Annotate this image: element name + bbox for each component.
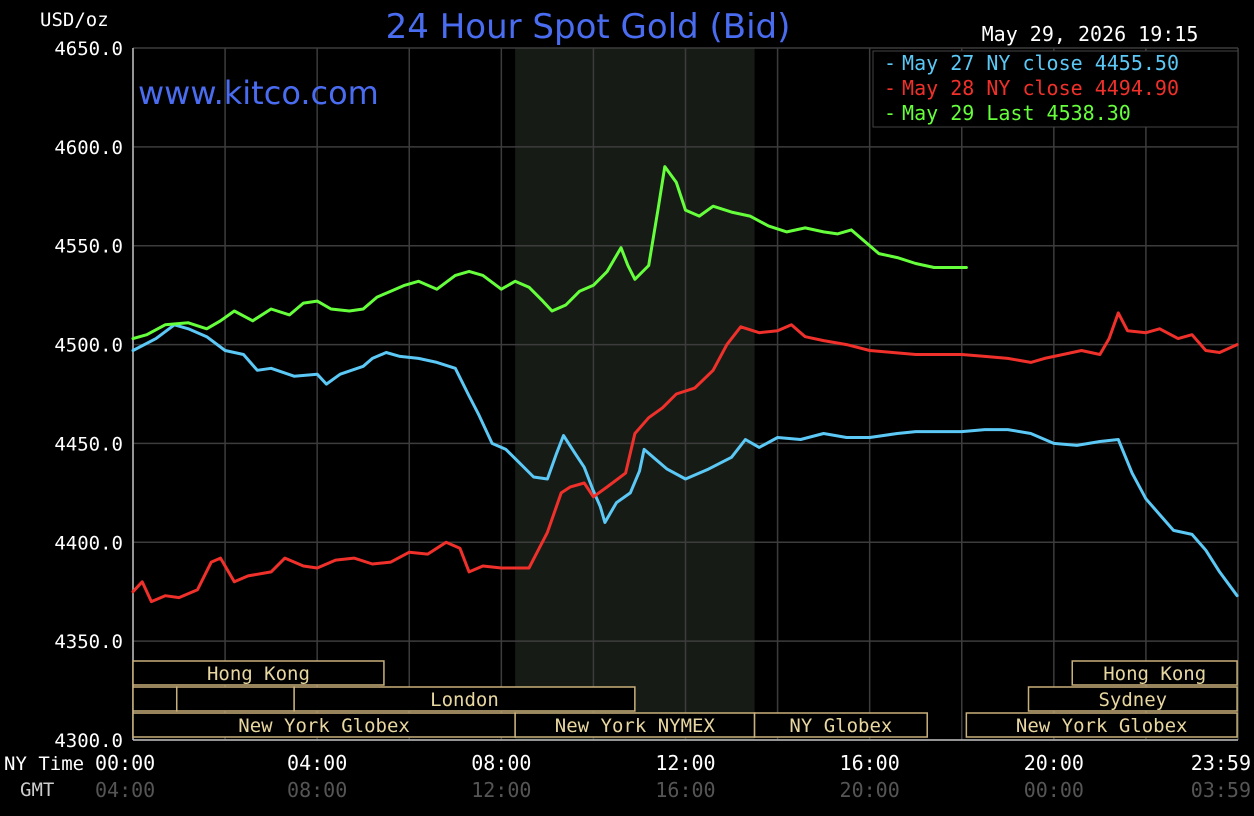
session-bar [132,660,385,686]
session-bar-label: New York NYMEX [555,715,716,737]
x-tick-label-gmt: 20:00 [840,778,900,802]
session-bar [965,712,1238,738]
session-bar-label: NY Globex [789,715,892,737]
session-bar [175,686,295,712]
session-bar [293,686,636,712]
series-line-may-28 [131,311,1239,604]
x-tick-label-gmt: 16:00 [655,778,715,802]
timestamp: May 29, 2026 19:15 [982,22,1199,46]
legend-entry-may27: - May 27 NY close 4455.50 [884,51,1179,75]
kitco-watermark: www.kitco.com [138,74,379,112]
session-bar [132,686,178,712]
y-tick-label: 4650.0 [54,38,123,60]
x-tick-label-ny: 08:00 [471,751,531,775]
nymex-shaded-region [515,48,755,740]
session-bar-label: London [430,689,499,711]
session-bar-label: Hong Kong [1103,663,1206,685]
price-series [131,165,1239,604]
session-bar-label: Sydney [1098,689,1167,711]
series-line-may-27 [131,323,1239,598]
y-tick-label: 4600.0 [54,137,123,159]
y-tick-label: 4450.0 [54,433,123,455]
x-tick-label-ny: 04:00 [287,751,347,775]
y-axis-unit-label: USD/oz [40,9,109,31]
x-tick-label-gmt: 04:00 [95,778,155,802]
y-tick-label: 4500.0 [54,335,123,357]
session-bar [132,712,516,738]
y-tick-label: 4550.0 [54,236,123,258]
session-bar [1027,686,1238,712]
session-bar-label: New York Globex [238,715,410,737]
legend-box [872,50,1239,128]
y-tick-label: 4400.0 [54,532,123,554]
y-axis-ticks: 4650.0 4600.0 4550.0 4500.0 4450.0 4400.0 4350… [54,38,123,752]
x-tick-label-ny: 20:00 [1024,751,1084,775]
x-tick-label-ny: 00:00 [95,751,155,775]
x-axis-ticks: 00:00 04:00 04:00 08:00 08:00 12:00 12:00 16:00… [95,751,1251,802]
legend-entry-may28: - May 28 NY close 4494.90 [884,76,1179,100]
trading-session-bars: Hong Kong Hong Kong London Sydney New York G… [132,660,1238,738]
session-bar-label: Hong Kong [207,663,310,685]
series-line-may-29 [131,165,968,341]
ny-time-row-label: NY Time [4,753,84,775]
x-tick-label-gmt: 12:00 [471,778,531,802]
x-tick-label-gmt: 03:59 [1191,778,1251,802]
session-bar [1071,660,1238,686]
y-tick-label: 4350.0 [54,631,123,653]
x-tick-label-ny: 16:00 [840,751,900,775]
session-bar [753,712,928,738]
x-tick-label-ny: 12:00 [655,751,715,775]
x-tick-label-gmt: 00:00 [1024,778,1084,802]
gmt-row-label: GMT [20,779,54,801]
y-tick-label: 4300.0 [54,730,123,752]
x-tick-label-ny: 23:59 [1191,751,1251,775]
session-bar-label: New York Globex [1016,715,1188,737]
grid-lines [132,47,1239,741]
legend-entry-may29: - May 29 Last 4538.30 [884,101,1131,125]
chart-title: 24 Hour Spot Gold (Bid) [386,7,791,47]
x-tick-label-gmt: 08:00 [287,778,347,802]
legend: - May 27 NY close 4455.50 - May 28 NY clos… [872,50,1239,128]
